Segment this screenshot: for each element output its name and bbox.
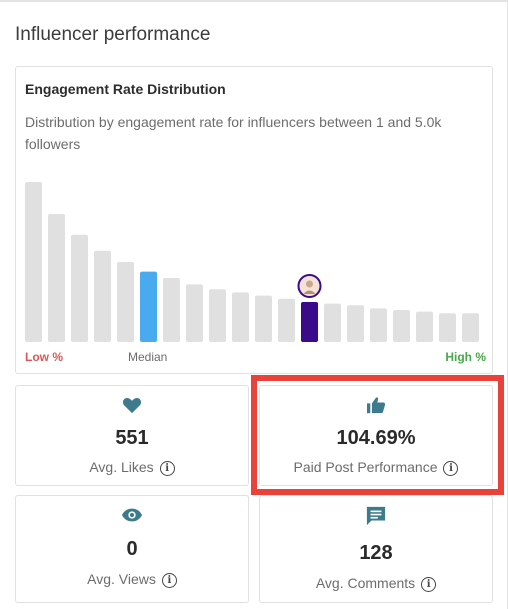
eye-icon [121, 508, 143, 527]
thumbs-up-icon [366, 396, 386, 419]
bar [324, 303, 341, 342]
influencer-bar [301, 302, 318, 342]
avg-likes-label: Avg. Likes [89, 459, 154, 475]
avg-comments-card: 128 Avg. Comments i [259, 495, 493, 603]
info-icon[interactable]: i [159, 460, 175, 476]
engagement-bar-chart [25, 182, 479, 342]
bar [163, 278, 180, 342]
bar [186, 284, 203, 342]
bar [255, 295, 272, 342]
bar [25, 182, 42, 342]
high-label: High % [445, 350, 486, 364]
bar [370, 308, 387, 342]
bar [117, 262, 134, 342]
bar [48, 214, 65, 342]
bar [347, 305, 364, 342]
paid-post-performance-card: 104.69% Paid Post Performance i [259, 385, 493, 486]
bar [462, 313, 479, 342]
bar [209, 289, 226, 342]
bar [439, 313, 456, 342]
highlight-box [251, 375, 504, 495]
median-label: Median [128, 350, 168, 364]
bar [71, 234, 88, 342]
heart-icon [122, 396, 142, 419]
info-icon[interactable]: i [421, 576, 437, 592]
low-label: Low % [25, 350, 63, 364]
info-icon[interactable]: i [443, 460, 459, 476]
avg-comments-label: Avg. Comments [315, 575, 416, 591]
comment-icon [366, 506, 386, 531]
paid-post-performance-label: Paid Post Performance [293, 459, 438, 475]
info-icon[interactable]: i [161, 572, 177, 588]
bar [94, 250, 111, 342]
bar [416, 311, 433, 342]
chart-title: Engagement Rate Distribution [25, 81, 226, 97]
median-bar [140, 271, 157, 342]
avg-views-value: 0 [126, 538, 138, 560]
influencer-avatar [297, 274, 322, 298]
chart-description: Distribution by engagement rate for infl… [25, 114, 442, 152]
top-divider [0, 0, 508, 2]
engagement-chart-card: Engagement Rate Distribution Distributio… [15, 66, 493, 374]
avg-comments-value: 128 [359, 542, 393, 564]
avg-views-label: Avg. Views [87, 571, 156, 587]
section-title: Influencer performance [15, 24, 211, 45]
avg-views-card: 0 Avg. Views i [15, 495, 249, 603]
bar [278, 298, 295, 342]
paid-post-performance-value: 104.69% [336, 427, 416, 449]
bar [232, 292, 249, 342]
avg-likes-card: 551 Avg. Likes i [15, 385, 249, 486]
avg-likes-value: 551 [115, 427, 149, 449]
bar [393, 310, 410, 342]
